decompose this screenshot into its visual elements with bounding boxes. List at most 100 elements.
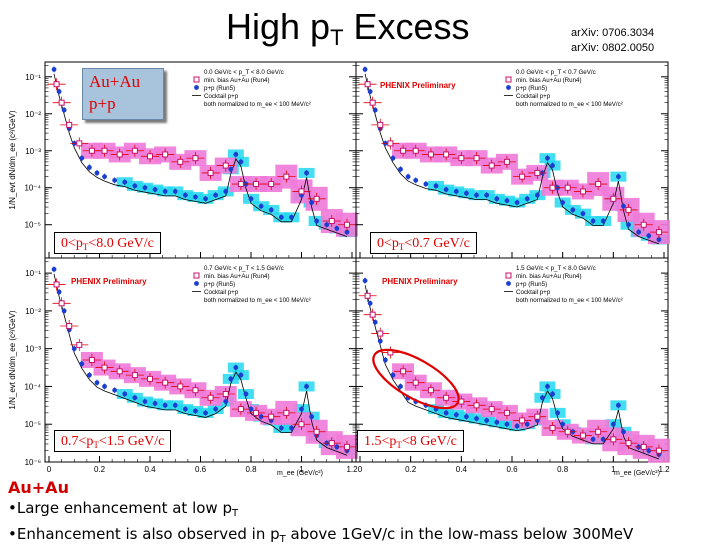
auau-data-point [253,181,260,188]
pp-data-point [540,395,545,401]
auau-data-point [101,147,108,154]
panel-legend-text: Cocktail p+p [204,289,239,296]
pp-data-point [600,218,606,224]
auau-data-point [66,121,73,128]
pp-data-point [233,152,239,157]
pp-data-point [243,391,249,397]
pp-data-point [550,391,555,397]
x-tick-label: 0.6 [195,465,207,474]
legend-pp-marker [194,85,199,90]
pp-data-point [367,300,373,306]
pp-data-point [626,222,631,228]
pp-data-point [94,380,100,386]
pp-data-point [213,192,219,198]
x-tick-label: 0.6 [506,465,518,474]
x-tick-label: 0.8 [557,465,569,474]
y-tick-label: 10⁻² [25,110,41,119]
auau-data-point [147,153,153,160]
x-axis-title-right: m_ee (GeV/c²) [614,470,660,477]
auau-data-point [328,218,335,225]
auau-data-point [76,341,83,348]
auau-data-point [253,409,260,416]
panel-legend-text: min. bias Au+Au (Run4) [516,77,582,84]
pp-data-point [433,183,439,189]
legend-pp-marker [506,85,511,90]
pp-data-point [514,200,520,205]
pp-data-point [545,384,550,389]
pp-data-point [398,384,403,389]
auau-data-point [343,443,350,450]
y-tick-label: 10⁻⁴ [24,184,41,193]
pp-data-point [61,308,67,314]
pp-data-point [560,421,566,427]
y-tick-label: 10⁻⁶ [25,458,41,467]
pp-data-point [443,410,449,416]
cocktail-line [53,273,348,456]
auau-data-point [387,140,394,147]
auau-data-point [640,221,647,228]
pp-data-point [51,266,57,272]
pp-data-point [590,218,596,224]
pp-data-point [289,214,294,220]
pp-data-point [545,155,550,161]
pp-data-point [182,406,188,412]
panel-legend-text: p+p (Run5) [204,281,235,288]
pp-data-point [51,66,57,72]
pp-data-point [413,177,419,183]
pp-data-point [213,406,219,412]
pp-data-point [112,387,118,393]
pp-data-point [610,421,616,427]
auau-data-point [564,184,571,191]
pp-data-point [228,376,234,382]
panel-legend-text: both normalized to m_ee < 100 MeV/c² [204,297,311,304]
panel-legend-text: p+p (Run5) [516,85,547,92]
legend-auau-marker [193,272,200,279]
pp-data-point [372,107,378,113]
pp-data-point [172,189,178,194]
references: arXiv: 0706.3034 arXiv: 0802.0050 [571,26,654,56]
y-tick-label: 10⁻⁵ [25,221,41,230]
pp-data-point [233,365,239,370]
pp-data-point [550,163,555,168]
panel-legend-text: p+p (Run5) [204,85,235,92]
pp-data-point [616,402,621,408]
pp-data-point [464,414,469,420]
pp-data-point [152,187,158,192]
auau-data-point [473,155,480,162]
auau-data-point [488,162,495,169]
slide-title: High pT Excess [226,6,470,51]
pp-data-point [238,372,244,378]
panel-tag-3: 1.5<pT<8 GeV/c [357,430,464,452]
pp-data-point [299,406,304,412]
y-axis-title-bottom: 1/N_evt dN/dm_ee (c²/GeV) [8,310,17,409]
pp-data-point [405,174,411,180]
auau-data-point [53,281,60,288]
pp-data-point [484,192,490,198]
pp-data-point [248,406,254,412]
auau-data-point [579,188,586,195]
pp-data-point [203,410,208,416]
pp-data-point [646,448,652,454]
reference-1: arXiv: 0706.3034 [571,27,655,39]
pp-data-point [56,89,62,94]
panel-legend-text: min. bias Au+Au (Run4) [204,273,270,280]
auau-data-point [58,300,65,307]
auau-data-point [519,173,526,180]
auau-data-point [369,99,376,106]
auau-data-point [237,406,244,413]
low-mass-highlight-ellipse [372,348,460,410]
x-tick-label: 0 [47,465,52,474]
x-tick-label: 1 [299,465,304,474]
pp-data-point [504,198,510,204]
legend-auau-marker [505,76,512,83]
pp-data-point [309,414,314,420]
pp-data-point [656,237,662,242]
auau-data-point [268,413,275,420]
auau-data-point [88,357,95,363]
pp-data-point [162,189,168,194]
pp-data-point [621,203,626,209]
pp-data-point [182,192,188,198]
panel-legend-text: Cocktail p+p [516,93,551,100]
phenix-preliminary-label: PHENIX Preliminary [71,277,147,286]
pp-data-point [362,66,368,72]
